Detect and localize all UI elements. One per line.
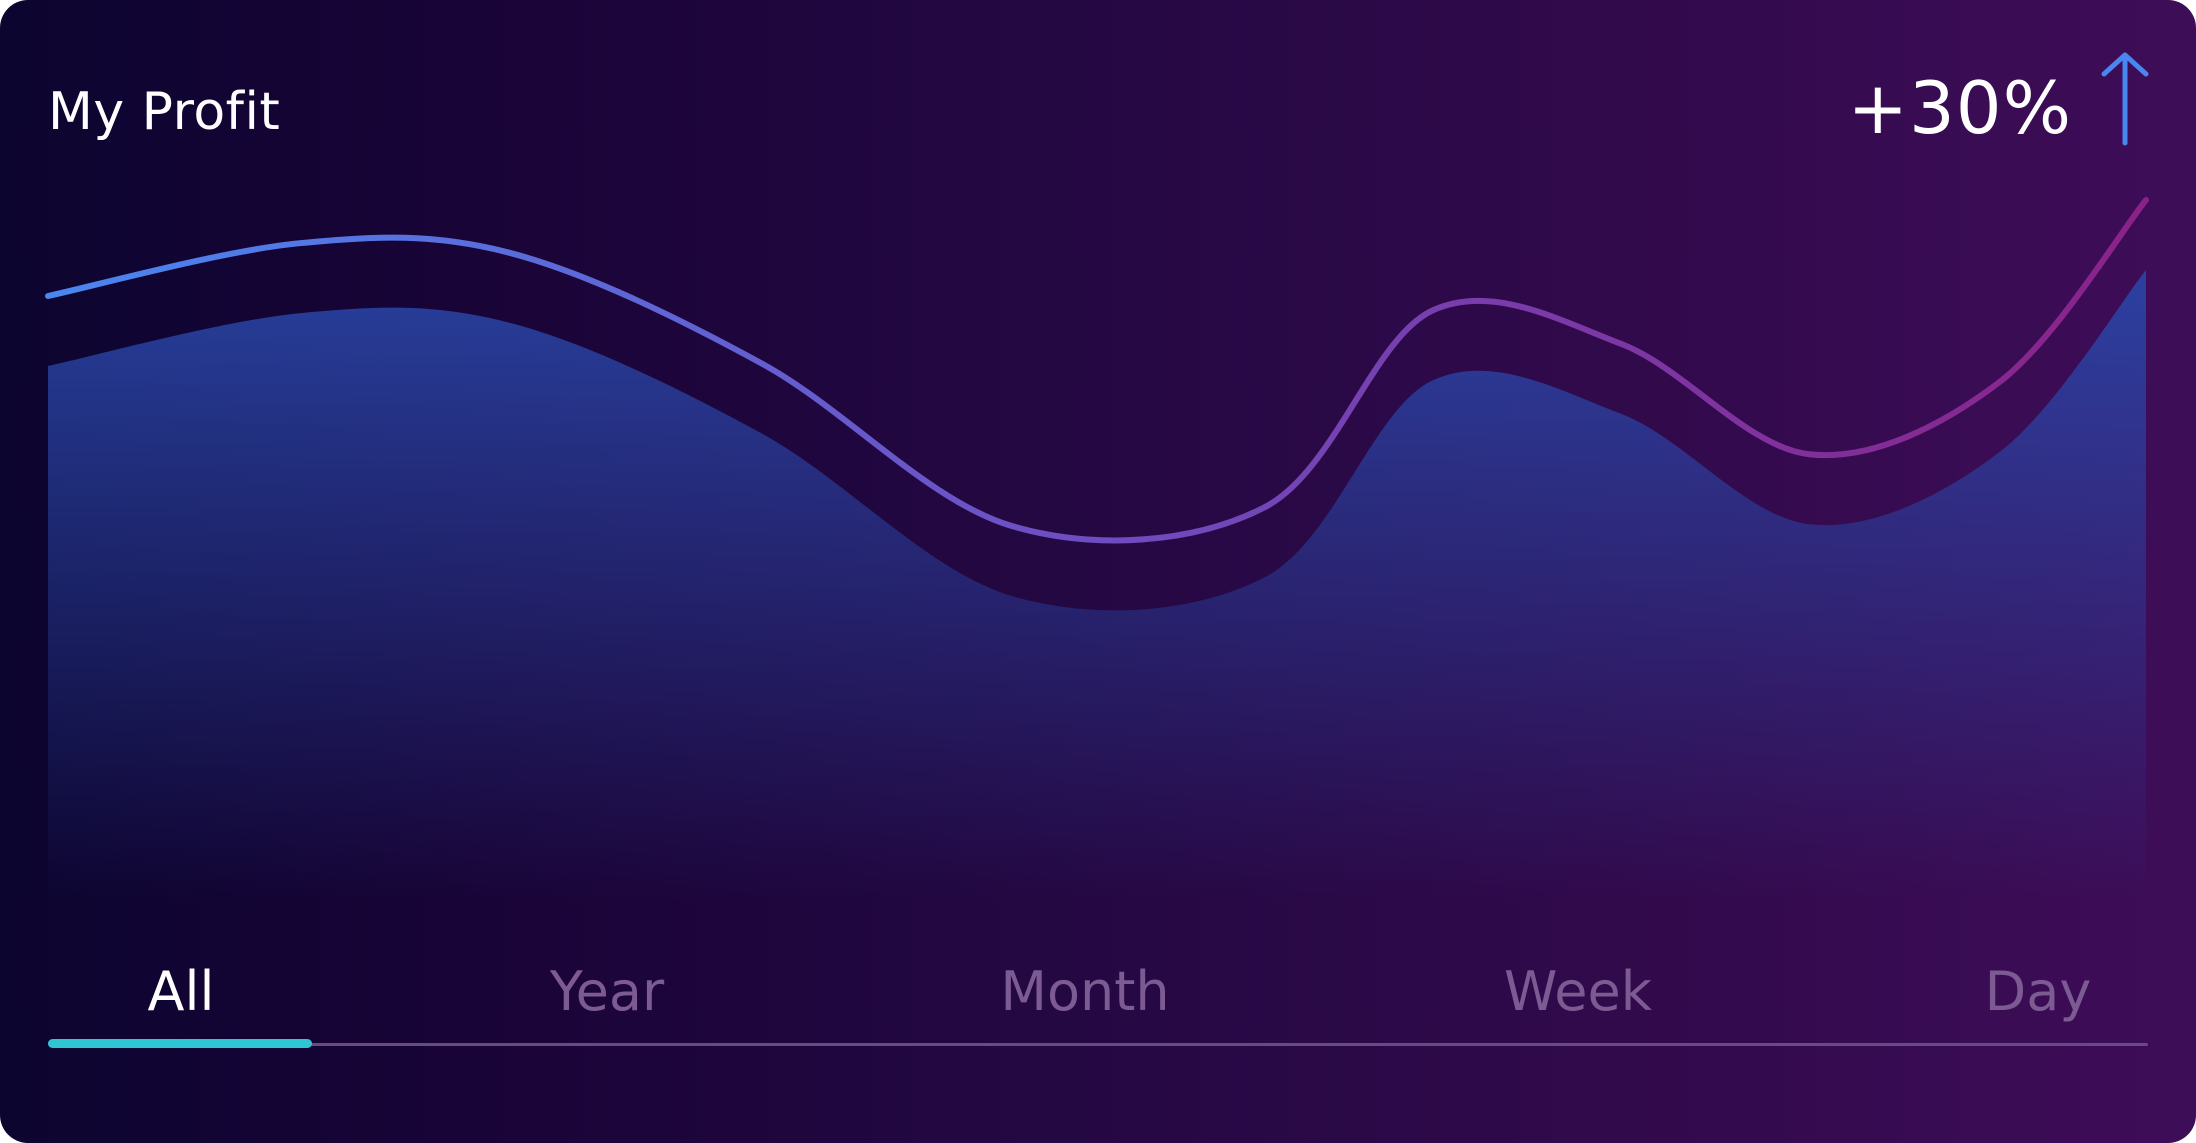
tab-track (48, 1043, 2148, 1046)
arrow-up-icon (2101, 52, 2149, 146)
chart-plot-area (45, 197, 2149, 900)
profit-area-fill (48, 270, 2146, 900)
time-range-tabs: All Year Month Week Day (48, 950, 2148, 1050)
tab-week[interactable]: Week (1504, 960, 1652, 1023)
profit-line (45, 197, 2149, 544)
profit-change-value: +30% (1847, 66, 2072, 150)
card-title: My Profit (48, 82, 281, 142)
tab-month[interactable]: Month (1000, 960, 1170, 1023)
tab-year[interactable]: Year (549, 960, 665, 1023)
active-tab-indicator (48, 1039, 312, 1048)
tab-all[interactable]: All (147, 960, 215, 1023)
tab-day[interactable]: Day (1984, 960, 2092, 1023)
